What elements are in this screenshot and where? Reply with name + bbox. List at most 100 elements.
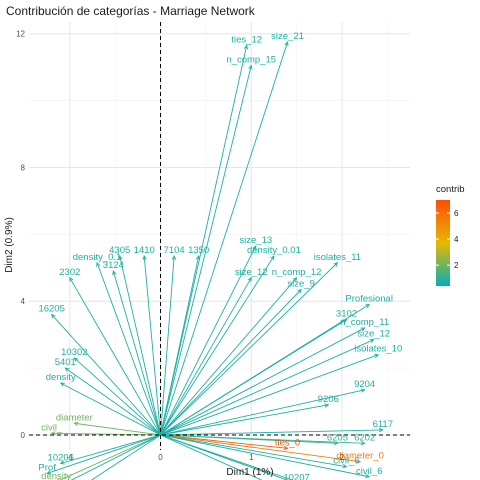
y-tick-label: 8: [21, 163, 26, 172]
category-arrow: [160, 262, 338, 436]
category-label: 3102: [336, 309, 357, 320]
x-tick-label: 1: [249, 453, 254, 462]
chart-title: Contribución de categorías - Marriage Ne…: [6, 4, 256, 18]
category-arrow: [160, 434, 288, 449]
category-arrowhead: [73, 421, 79, 426]
category-label: diameter_0: [336, 451, 384, 462]
category-arrowhead: [342, 319, 348, 324]
category-arrowhead: [247, 276, 252, 282]
category-arrowhead: [112, 270, 117, 276]
category-arrow: [160, 245, 257, 436]
category-arrow: [160, 45, 248, 436]
category-arrow: [160, 434, 361, 463]
category-label: Prof: [38, 462, 56, 473]
category-arrow: [160, 404, 329, 436]
category-arrow: [74, 422, 161, 436]
category-arrowhead: [59, 382, 65, 387]
category-label: isolates_10: [354, 344, 402, 355]
category-label: size_12: [235, 267, 268, 278]
category-label: isolates_11: [314, 252, 361, 263]
category-label: density_0.1: [73, 252, 122, 263]
category-arrowhead: [195, 255, 201, 261]
category-arrow: [160, 339, 374, 436]
y-tick-label: 4: [21, 297, 26, 306]
category-arrow: [60, 382, 161, 436]
category-arrow: [90, 434, 161, 480]
category-arrowhead: [342, 464, 348, 469]
category-label: density_0.01: [247, 245, 301, 256]
legend-tick-label: 6: [454, 209, 459, 218]
legend-colorbar: [436, 200, 450, 286]
category-arrowhead: [64, 367, 70, 372]
category-arrow: [59, 434, 161, 480]
category-arrowhead: [365, 303, 371, 309]
category-arrowhead: [252, 245, 257, 251]
category-label: 1410: [134, 245, 155, 256]
category-arrowhead: [378, 427, 384, 433]
category-label: size_21: [271, 31, 304, 42]
category-arrow: [160, 434, 370, 478]
category-label: size_9: [287, 279, 314, 290]
category-label: 2302: [59, 267, 80, 278]
category-arrowhead: [292, 277, 298, 282]
category-label: 4305: [109, 245, 130, 256]
category-arrowhead: [59, 460, 65, 465]
x-tick-label: 0: [158, 453, 163, 462]
category-label: 10207: [283, 472, 309, 480]
category-label: 3124: [103, 260, 124, 271]
category-arrow: [160, 389, 365, 436]
legend-tick-label: 2: [454, 261, 459, 270]
category-arrowhead: [118, 255, 123, 261]
category-arrow: [160, 434, 365, 444]
category-arrow: [160, 434, 263, 480]
category-arrow: [112, 270, 161, 436]
category-label: 6202: [354, 432, 375, 443]
category-label: n_comp_12: [272, 267, 322, 278]
category-arrowhead: [283, 445, 289, 451]
grid-minor: [29, 22, 410, 450]
category-arrow: [160, 434, 347, 468]
category-arrowhead: [96, 261, 101, 267]
category-label: density: [41, 471, 71, 480]
category-arrow: [160, 319, 347, 436]
category-label: 6117: [373, 419, 393, 430]
category-label: 6205: [327, 432, 348, 443]
category-arrowhead: [356, 459, 362, 464]
category-arrow: [160, 256, 175, 435]
category-label: civil_: [41, 422, 63, 433]
x-axis-title: Dim1 (1%): [226, 467, 273, 478]
category-arrowhead: [374, 353, 380, 358]
legend-ticks: 2 4 6: [436, 209, 459, 270]
category-label: size_13: [239, 235, 272, 246]
category-label: 16205: [38, 304, 64, 315]
category-arrow: [160, 277, 252, 436]
category-label: 1350: [188, 245, 209, 256]
category-arrow: [96, 262, 161, 436]
category-arrow: [46, 434, 161, 474]
category-arrowhead: [73, 357, 79, 362]
category-arrow: [160, 255, 275, 436]
x-tick-label: 2: [340, 453, 345, 462]
category-arrow: [143, 256, 161, 435]
x-tick-label: -1: [66, 453, 74, 462]
category-label: 10206: [48, 452, 74, 463]
category-arrowhead: [46, 470, 52, 475]
category-label: ties_0: [275, 437, 300, 448]
category-label: 5401: [55, 357, 76, 368]
category-arrowhead: [360, 327, 366, 332]
category-arrowhead: [360, 441, 366, 446]
category-arrow: [65, 367, 161, 436]
category-arrow: [160, 429, 383, 436]
category-label: civil_6: [356, 466, 382, 477]
category-arrowhead: [50, 431, 56, 436]
category-arrowhead: [243, 44, 249, 50]
category-label: 10302: [61, 347, 87, 358]
category-arrowhead: [50, 313, 56, 319]
category-arrow: [51, 314, 161, 436]
category-arrow: [69, 277, 161, 436]
category-arrowhead: [297, 288, 302, 294]
category-arrow: [60, 434, 161, 464]
category-arrowhead: [284, 41, 289, 47]
